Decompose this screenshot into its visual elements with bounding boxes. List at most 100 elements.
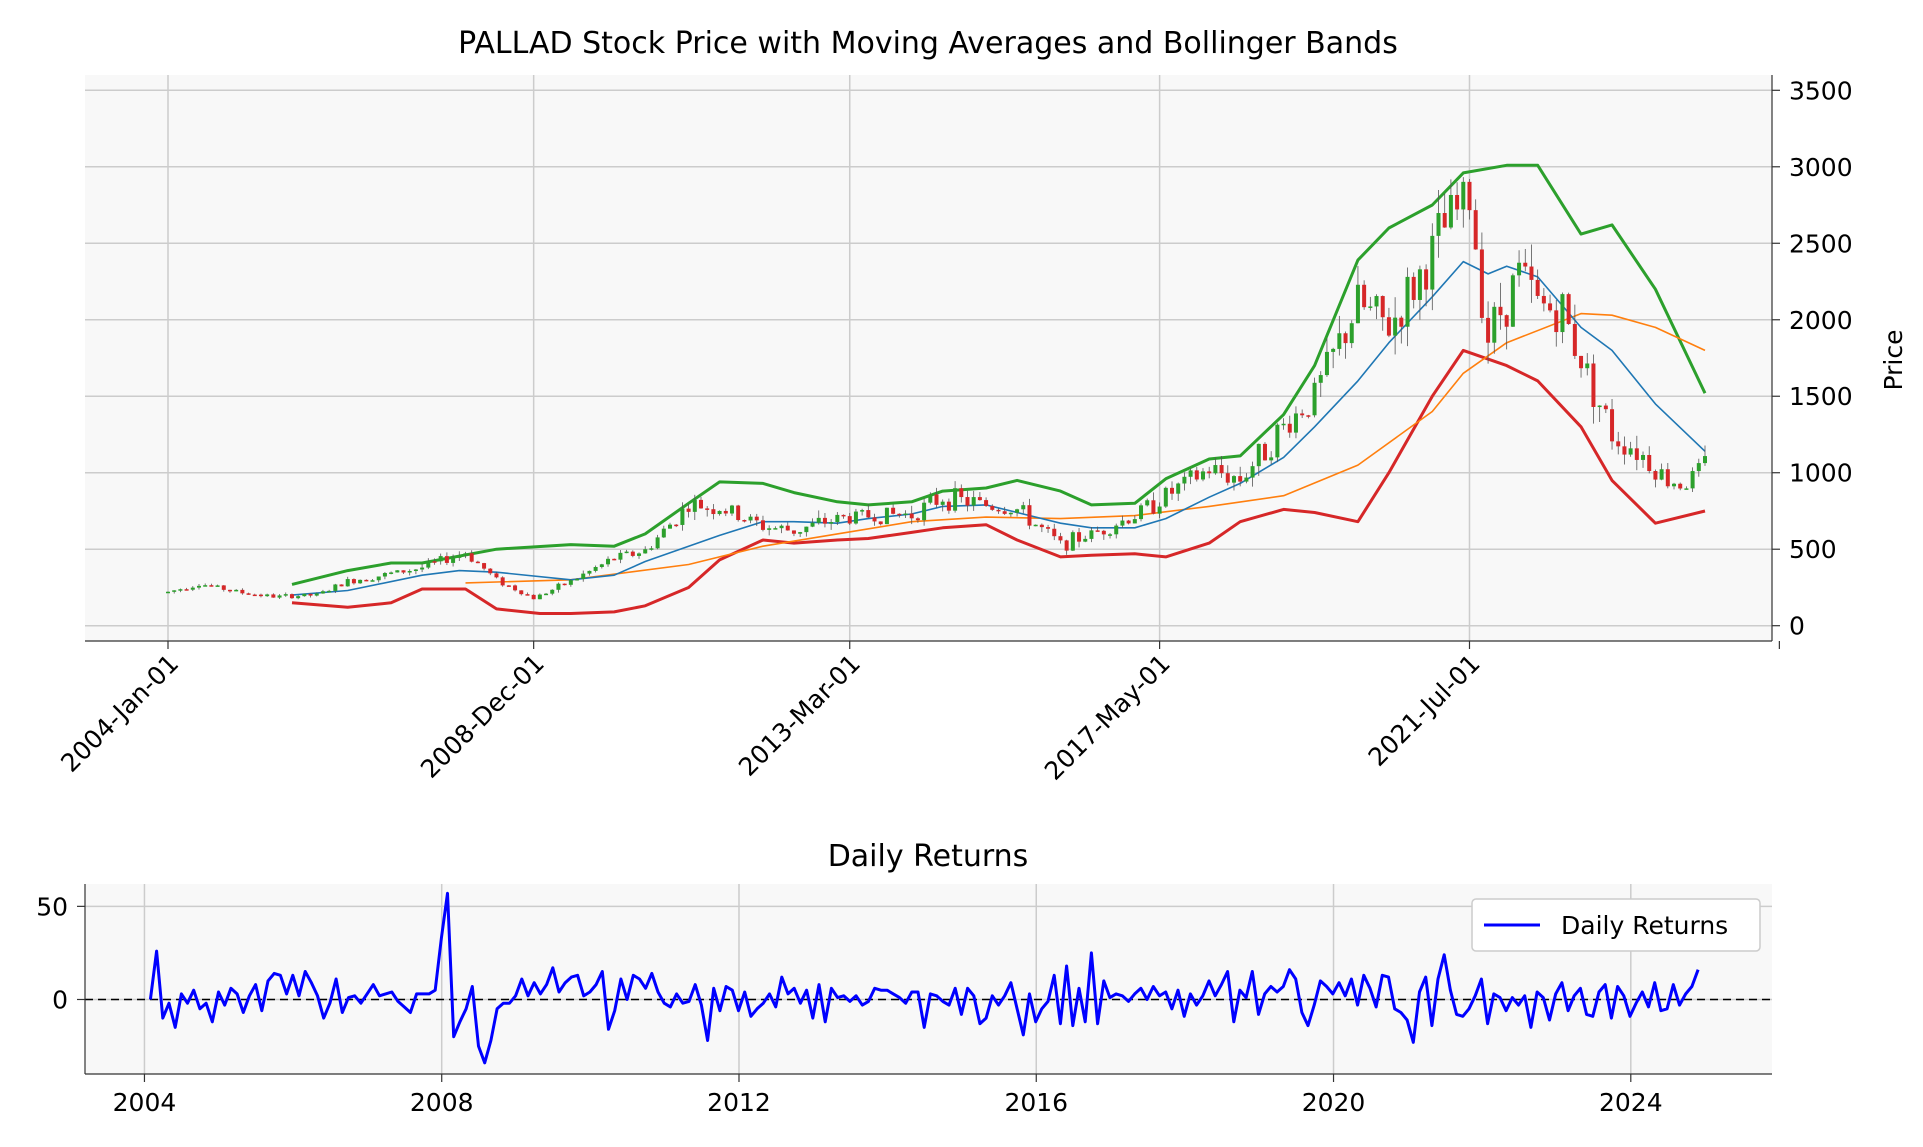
candle-up xyxy=(302,593,307,597)
candle-down xyxy=(1380,296,1385,318)
candle-up xyxy=(1492,306,1497,343)
candle-up xyxy=(1269,457,1274,461)
candle-down xyxy=(227,589,232,592)
candle-up xyxy=(172,590,177,592)
candle-up xyxy=(1430,235,1435,290)
candle-up xyxy=(637,553,642,556)
candle-up xyxy=(804,526,809,533)
returns-x-tick-label: 2008 xyxy=(410,1088,474,1117)
candle-down xyxy=(1634,448,1639,460)
candle-down xyxy=(240,589,245,594)
candle-up xyxy=(1114,525,1119,535)
candle-down xyxy=(959,488,964,498)
candle-up xyxy=(296,596,301,599)
candle-up xyxy=(1585,363,1590,369)
candle-down xyxy=(897,513,902,516)
candle-up xyxy=(1312,382,1317,416)
candle-down xyxy=(1486,317,1491,343)
upper-band-line xyxy=(291,163,1707,586)
candle-down xyxy=(1238,476,1243,482)
returns-axes: 2004 2008 2012 2016 2020 2024 0 50 xyxy=(36,884,1772,1117)
candle-up xyxy=(1349,323,1354,344)
candle-down xyxy=(500,577,505,586)
candle-up xyxy=(1188,470,1193,477)
candle-down xyxy=(488,568,493,574)
returns-chart-title: Daily Returns xyxy=(828,839,1029,874)
candle-down xyxy=(698,499,703,509)
candle-up xyxy=(1318,375,1323,383)
candle-down xyxy=(1665,469,1670,487)
candle-down xyxy=(1498,306,1503,316)
upper-bollinger-band xyxy=(291,163,1707,586)
candle-down xyxy=(686,508,691,512)
candle-down xyxy=(891,507,896,514)
candle-down xyxy=(915,518,920,521)
candle-up xyxy=(333,584,338,591)
long-ma-line xyxy=(465,312,1706,584)
candle-down xyxy=(630,551,635,556)
candle-down xyxy=(1170,487,1175,494)
candle-up xyxy=(1200,471,1205,480)
candle-down xyxy=(1058,536,1063,541)
price-y-axis-label: Price xyxy=(1879,330,1908,391)
candle-down xyxy=(723,510,728,514)
price-x-tick-label: 2013-Mar-01 xyxy=(733,649,866,782)
candle-up xyxy=(1256,443,1261,467)
candle-down xyxy=(946,501,951,511)
candle-down xyxy=(996,509,1001,512)
candle-down xyxy=(711,509,716,515)
candle-up xyxy=(537,594,542,600)
candle-up xyxy=(1083,538,1088,542)
candle-down xyxy=(1300,413,1305,416)
candle-down xyxy=(1467,181,1472,211)
candle-down xyxy=(271,594,276,598)
candle-up xyxy=(922,502,927,521)
candle-up xyxy=(1417,269,1422,300)
price-grid xyxy=(85,75,1772,641)
candle-down xyxy=(1554,310,1559,333)
candle-down xyxy=(401,570,406,573)
candle-down xyxy=(742,520,747,522)
candle-up xyxy=(544,593,549,596)
candle-down xyxy=(519,590,524,595)
candle-up xyxy=(1157,506,1162,514)
candle-up xyxy=(1560,294,1565,333)
price-y-tick-label: 0 xyxy=(1789,612,1805,641)
candlesticks xyxy=(166,177,1707,600)
candle-down xyxy=(482,563,487,569)
candle-up xyxy=(1374,296,1379,307)
candle-down xyxy=(184,589,189,591)
candle-up xyxy=(1331,348,1336,352)
candle-down xyxy=(531,594,536,600)
candle-down xyxy=(1039,524,1044,528)
candle-up xyxy=(835,514,840,523)
candle-down xyxy=(878,521,883,525)
candle-up xyxy=(1033,524,1038,527)
candle-down xyxy=(754,516,759,521)
candle-down xyxy=(308,593,313,596)
candle-down xyxy=(364,579,369,582)
candle-up xyxy=(1163,487,1168,507)
candle-up xyxy=(413,569,418,572)
candle-down xyxy=(1046,527,1051,529)
candle-up xyxy=(575,578,580,581)
candle-up xyxy=(1696,463,1701,472)
candle-up xyxy=(345,579,350,587)
short-moving-average xyxy=(291,260,1706,596)
candle-up xyxy=(1368,306,1373,308)
candle-down xyxy=(841,514,846,517)
candle-up xyxy=(457,555,462,558)
candle-down xyxy=(1126,520,1131,524)
candle-down xyxy=(1151,500,1156,514)
candle-down xyxy=(847,516,852,524)
candle-down xyxy=(674,524,679,527)
candle-down xyxy=(258,594,263,597)
candle-up xyxy=(1008,512,1013,515)
candle-up xyxy=(748,516,753,521)
candle-up xyxy=(550,589,555,594)
candle-up xyxy=(953,488,958,511)
candle-down xyxy=(1225,473,1230,483)
candle-up xyxy=(1672,483,1677,487)
returns-x-tick-label: 2024 xyxy=(1599,1088,1663,1117)
candle-up xyxy=(358,579,363,584)
